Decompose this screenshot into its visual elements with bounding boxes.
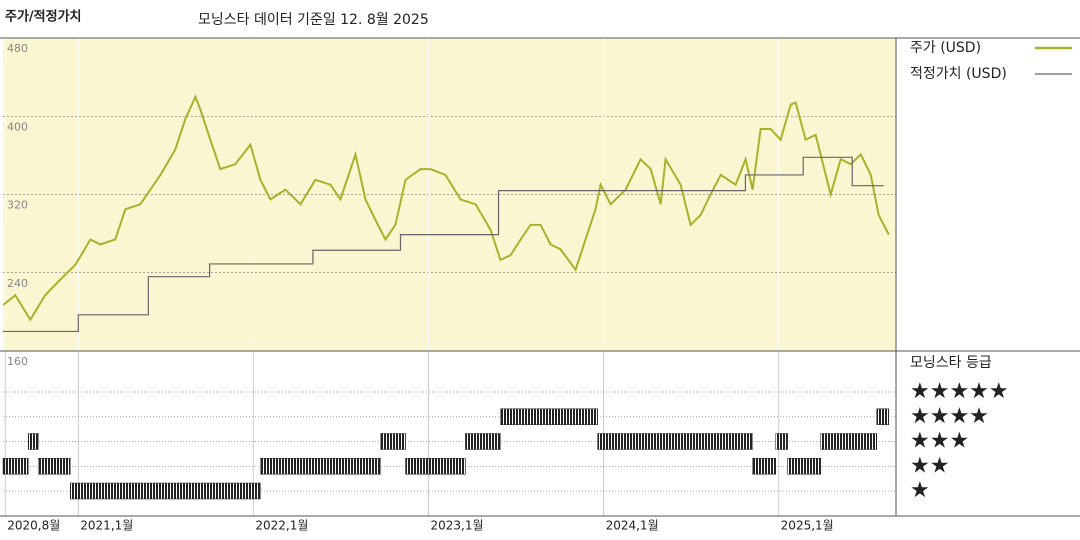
y-tick-label: 320 [7, 199, 28, 212]
x-tick-label: 2020,8월 [7, 519, 60, 533]
rating-bar [500, 408, 598, 425]
y-tick-label: 400 [7, 120, 28, 133]
rating-bar [37, 458, 71, 475]
rating-bar [465, 433, 501, 450]
grid [3, 38, 896, 516]
legend-label: 적정가치 (USD) [910, 66, 1007, 82]
rating-bar [752, 458, 776, 475]
y-tick-label: 240 [7, 277, 28, 290]
x-tick-label: 2021,1월 [80, 519, 133, 533]
rating-level-label: ★★ [910, 453, 949, 478]
chart-subtitle: 모닝스타 데이터 기준일 12. 8월 2025 [198, 12, 429, 28]
rating-bar [405, 458, 466, 475]
rating-bar [69, 482, 261, 500]
rating-bar [876, 408, 890, 425]
rating-bar [2, 458, 29, 475]
rating-bar [775, 433, 788, 450]
x-tick-label: 2022,1월 [255, 519, 308, 533]
y-tick-label: 480 [7, 42, 28, 55]
ratings-title: 모닝스타 등급 [910, 355, 992, 371]
rating-bar [820, 433, 877, 450]
series-line [3, 156, 884, 333]
rating-bar [380, 433, 406, 450]
x-tick-label: 2023,1월 [430, 519, 483, 533]
rating-level-label: ★★★★ [910, 404, 989, 429]
series-line [2, 94, 890, 322]
rating-bar [787, 458, 821, 475]
rating-bar [27, 433, 39, 450]
rating-bar [260, 458, 381, 475]
rating-level-label: ★ [910, 478, 930, 503]
rating-level-label: ★★★★★ [910, 379, 1009, 404]
x-tick-label: 2025,1월 [781, 519, 834, 533]
x-tick-label: 2024,1월 [606, 519, 659, 533]
chart-title: 주가/적정가치 [5, 9, 82, 25]
legend-label: 주가 (USD) [910, 40, 981, 56]
rating-bar [597, 433, 753, 450]
y-tick-label: 160 [7, 355, 28, 368]
marks [2, 94, 890, 500]
rating-level-label: ★★★ [910, 429, 969, 454]
